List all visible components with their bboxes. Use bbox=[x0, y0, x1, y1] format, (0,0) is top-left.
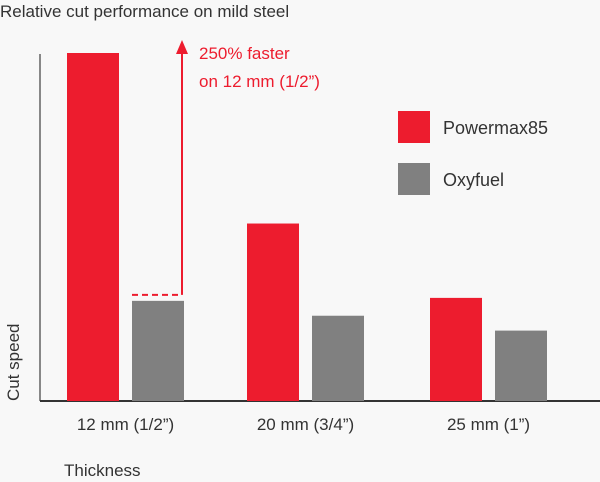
bar-oxyfuel-0 bbox=[132, 300, 184, 401]
x-tick-label: 12 mm (1/2”) bbox=[77, 415, 174, 434]
legend: Powermax85 Oxyfuel bbox=[398, 111, 548, 195]
annotation-line2: on 12 mm (1/2”) bbox=[199, 72, 320, 91]
arrow-up-icon bbox=[176, 40, 188, 54]
bar-powermax85-2 bbox=[430, 297, 482, 401]
bar-oxyfuel-1 bbox=[312, 315, 364, 401]
x-tick-label: 20 mm (3/4”) bbox=[257, 415, 354, 434]
annotation: 250% faster on 12 mm (1/2”) bbox=[132, 40, 320, 296]
bar-powermax85-1 bbox=[247, 223, 299, 401]
x-axis-label: Thickness bbox=[64, 461, 141, 480]
chart-title: Relative cut performance on mild steel bbox=[0, 2, 289, 21]
annotation-line1: 250% faster bbox=[199, 44, 290, 63]
legend-label-powermax85: Powermax85 bbox=[443, 118, 548, 138]
bar-powermax85-0 bbox=[67, 53, 119, 401]
bar-oxyfuel-2 bbox=[495, 330, 547, 401]
y-axis-label: Cut speed bbox=[4, 324, 23, 402]
legend-swatch-oxyfuel bbox=[398, 163, 430, 195]
legend-label-oxyfuel: Oxyfuel bbox=[443, 170, 504, 190]
legend-swatch-powermax85 bbox=[398, 111, 430, 143]
x-tick-label: 25 mm (1”) bbox=[447, 415, 530, 434]
